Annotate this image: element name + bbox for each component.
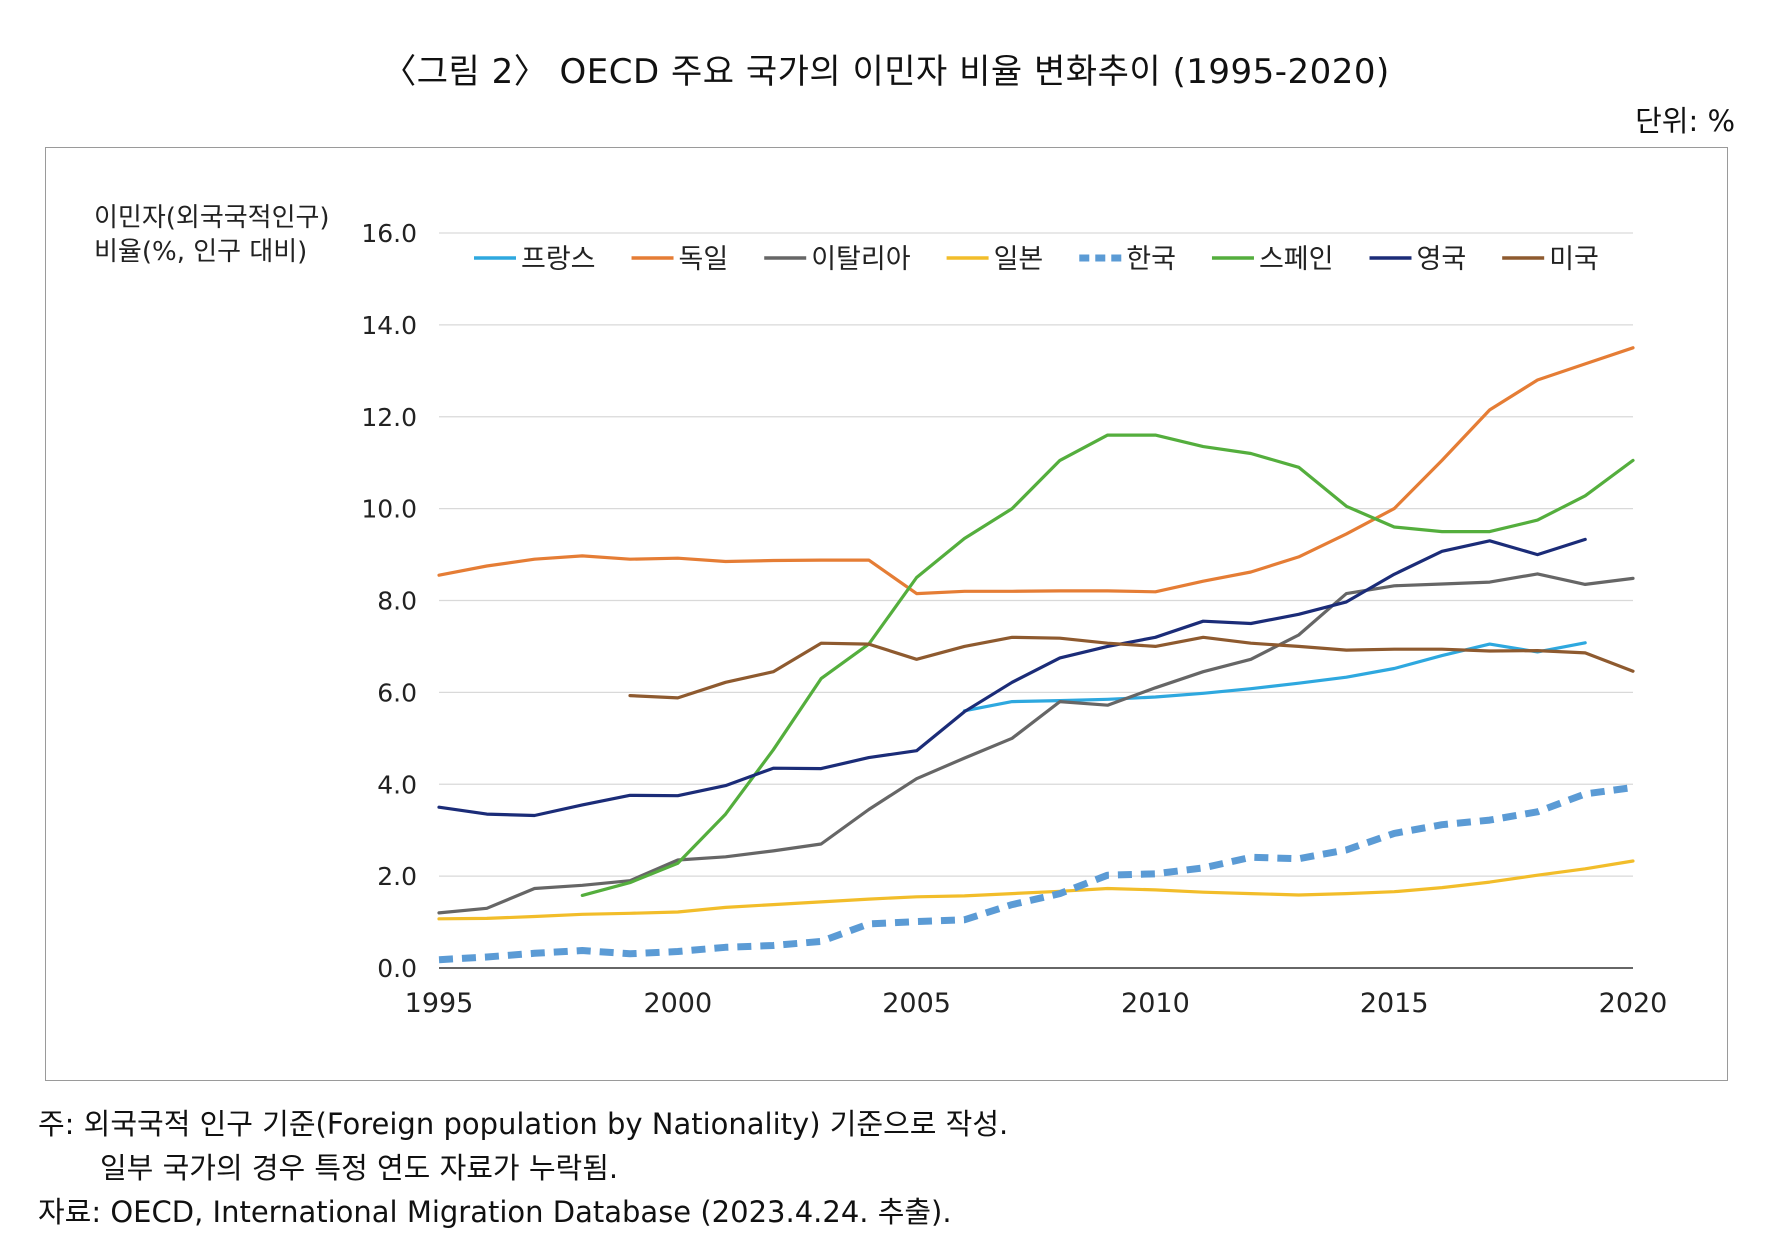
legend-label: 영국 [1417,244,1467,275]
line-chart: 0.0 2.0 4.0 6.0 8.0 10.0 12.0 14.0 16.0 1995 2000 2… [94,203,1668,1019]
series-line [962,641,1587,713]
legend-label: 미국 [1549,244,1599,275]
legend-label: 독일 [679,244,729,275]
y-tick-label: 0.0 [377,954,417,983]
notes: 주: 외국국적 인구 기준(Foreign population by Nati… [38,1102,1008,1234]
y-tick-label: 6.0 [377,678,417,707]
y-axis-label: 이민자(외국국적인구) [94,203,330,233]
series-line [580,433,1635,898]
unit-label: 단위: % [1635,104,1735,138]
series-line [437,346,1635,596]
y-tick-label: 2.0 [377,862,417,891]
y-tick-label: 14.0 [361,311,417,340]
note-missing: 일부 국가의 경우 특정 연도 자료가 누락됨. [100,1151,619,1185]
legend-label: 이탈리아 [811,244,911,275]
x-tick-label: 2020 [1599,988,1668,1019]
series-line [628,635,1635,700]
y-tick-label: 8.0 [377,587,417,616]
y-tick-label: 12.0 [361,403,417,432]
note-source: 자료: OECD, International Migration Databa… [38,1195,952,1229]
y-tick-label: 4.0 [377,770,417,799]
y-tick-label: 16.0 [361,219,417,248]
x-tick-label: 2005 [882,988,951,1019]
series-line [437,537,1587,818]
legend-label: 한국 [1126,244,1176,275]
note-basis: 주: 외국국적 인구 기준(Foreign population by Nati… [38,1107,1009,1141]
series-line [437,859,1635,921]
legend-label: 일본 [994,244,1044,275]
x-tick-label: 1995 [405,988,474,1019]
series-line [438,784,1634,964]
x-tick-label: 2000 [643,988,712,1019]
legend-label: 스페인 [1259,244,1334,275]
y-tick-label: 10.0 [361,495,417,524]
figure-title: 〈그림 2〉 OECD 주요 국가의 이민자 비율 변화추이 (1995-202… [382,52,1390,92]
series-line [437,572,1635,915]
chart-frame: 0.0 2.0 4.0 6.0 8.0 10.0 12.0 14.0 16.0 1995 2000 2… [45,147,1728,1081]
x-tick-label: 2010 [1121,988,1190,1019]
legend-label: 프랑스 [521,244,596,275]
x-tick-label: 2015 [1360,988,1429,1019]
y-axis-label: 비율(%, 인구 대비) [94,237,307,267]
